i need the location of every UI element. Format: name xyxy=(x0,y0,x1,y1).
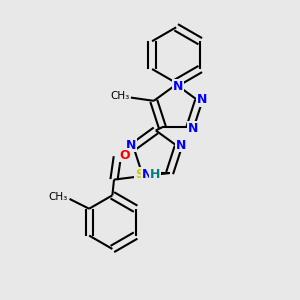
Text: H: H xyxy=(150,168,160,181)
Text: CH₃: CH₃ xyxy=(49,192,68,202)
Text: N: N xyxy=(188,122,198,135)
Text: N: N xyxy=(126,139,136,152)
Text: S: S xyxy=(135,168,144,181)
Text: N: N xyxy=(197,93,208,106)
Text: N: N xyxy=(172,80,183,93)
Text: CH₃: CH₃ xyxy=(110,91,129,101)
Text: N: N xyxy=(176,139,187,152)
Text: N: N xyxy=(142,168,152,181)
Text: O: O xyxy=(119,148,130,162)
